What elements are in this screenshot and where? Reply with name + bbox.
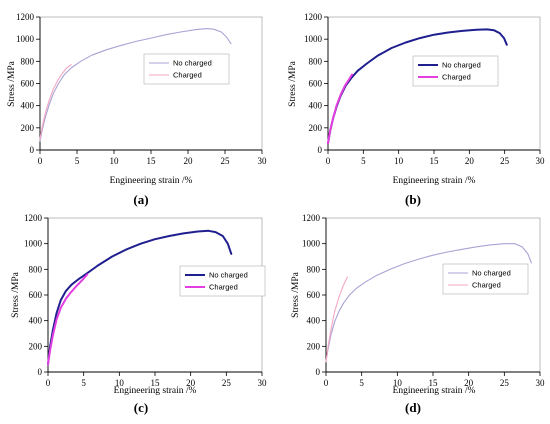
y-tick-label: 0 <box>318 145 323 155</box>
y-tick-label: 1000 <box>16 34 35 44</box>
panel-label: (a) <box>133 192 148 207</box>
panel-label: (b) <box>405 192 421 207</box>
x-tick-label: 10 <box>110 156 120 166</box>
x-tick-label: 30 <box>258 156 268 166</box>
legend-label: No charged <box>209 271 248 280</box>
x-tick-label: 30 <box>536 156 546 166</box>
legend-label: No charged <box>173 59 212 68</box>
x-tick-label: 0 <box>326 156 331 166</box>
legend-label: Charged <box>173 71 202 80</box>
x-axis-title: Engineering strain /% <box>393 386 476 396</box>
y-tick-label: 200 <box>29 341 43 351</box>
y-tick-label: 1000 <box>24 239 43 249</box>
series-line-no-charged <box>328 29 507 143</box>
y-tick-label: 800 <box>29 264 43 274</box>
x-tick-label: 30 <box>536 378 546 388</box>
legend-label: Charged <box>209 283 238 292</box>
y-tick-label: 200 <box>307 341 321 351</box>
chart-panel-2: 0 5 10 15 20 25 30 0 200 400 600 800 1000 1200 Enginee… <box>288 12 545 207</box>
legend-label: Charged <box>442 73 471 82</box>
legend-label: Charged <box>472 281 501 290</box>
x-tick-label: 10 <box>394 156 404 166</box>
y-tick-label: 1200 <box>16 12 35 22</box>
y-tick-label: 200 <box>309 123 323 133</box>
y-tick-label: 400 <box>309 101 323 111</box>
y-tick-label: 800 <box>309 56 323 66</box>
y-tick-label: 600 <box>29 290 43 300</box>
series-line-charged <box>326 277 347 362</box>
x-axis-title: Engineering strain /% <box>114 386 197 396</box>
y-tick-label: 400 <box>21 101 35 111</box>
legend: No charged Charged <box>144 54 229 84</box>
x-tick-label: 0 <box>324 378 329 388</box>
x-tick-label: 5 <box>359 378 364 388</box>
y-tick-label: 400 <box>307 316 321 326</box>
x-tick-label: 5 <box>75 156 80 166</box>
legend: No charged Charged <box>180 266 265 296</box>
y-tick-label: 600 <box>309 79 323 89</box>
x-tick-label: 0 <box>38 156 43 166</box>
legend-label: No charged <box>442 61 481 70</box>
y-tick-label: 600 <box>307 290 321 300</box>
y-tick-label: 400 <box>29 316 43 326</box>
legend: No charged Charged <box>443 264 528 294</box>
legend-label: No charged <box>472 269 511 278</box>
plot-frame <box>326 218 540 372</box>
x-tick-label: 20 <box>184 156 194 166</box>
x-axis-title: Engineering strain /% <box>393 176 476 186</box>
y-tick-label: 800 <box>21 56 35 66</box>
panel-label: (c) <box>134 400 148 415</box>
chart-panel-1: 0 5 10 15 20 25 30 0 200 400 600 800 1000 1200 Enginee… <box>7 12 267 207</box>
y-tick-label: 600 <box>21 79 35 89</box>
y-tick-label: 0 <box>38 367 43 377</box>
y-axis-title: Stress /MPa <box>11 271 21 317</box>
y-axis-title: Stress /MPa <box>7 60 17 106</box>
series-line-charged <box>40 65 71 139</box>
y-tick-label: 200 <box>21 123 35 133</box>
y-tick-label: 1000 <box>302 239 321 249</box>
y-tick-label: 800 <box>307 264 321 274</box>
y-tick-label: 1200 <box>304 12 323 22</box>
x-tick-label: 25 <box>500 378 510 388</box>
legend: No charged Charged <box>413 56 498 86</box>
x-tick-label: 25 <box>500 156 510 166</box>
y-tick-label: 1000 <box>304 34 323 44</box>
x-tick-label: 0 <box>46 378 51 388</box>
y-tick-label: 0 <box>30 145 35 155</box>
x-tick-label: 20 <box>465 156 475 166</box>
y-axis-title: Stress /MPa <box>291 271 301 317</box>
x-tick-label: 15 <box>430 156 440 166</box>
y-axis-title: Stress /MPa <box>288 60 298 106</box>
x-tick-label: 25 <box>222 378 232 388</box>
panel-label: (d) <box>405 400 421 415</box>
series-line-no-charged <box>326 244 531 362</box>
y-tick-label: 1200 <box>302 213 321 223</box>
x-axis-title: Engineering strain /% <box>110 176 193 186</box>
y-tick-label: 1200 <box>24 213 43 223</box>
y-tick-label: 0 <box>316 367 321 377</box>
series-line-no-charged <box>48 231 231 364</box>
x-tick-label: 25 <box>221 156 231 166</box>
x-tick-label: 5 <box>81 378 86 388</box>
x-tick-label: 15 <box>147 156 157 166</box>
x-tick-label: 30 <box>258 378 268 388</box>
series-line-charged <box>328 75 352 144</box>
series-line-no-charged <box>40 29 231 142</box>
x-tick-label: 5 <box>361 156 366 166</box>
